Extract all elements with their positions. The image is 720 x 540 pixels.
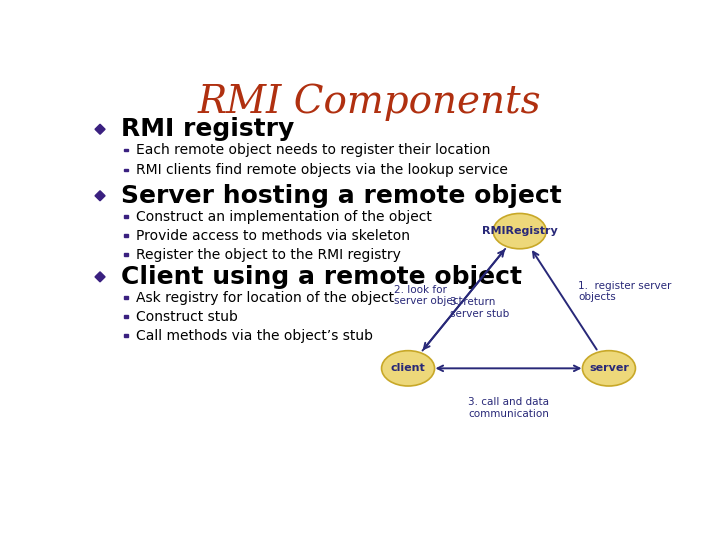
Ellipse shape — [493, 213, 546, 249]
Text: Register the object to the RMI registry: Register the object to the RMI registry — [136, 248, 401, 262]
Polygon shape — [95, 124, 105, 134]
Text: Construct stub: Construct stub — [136, 310, 238, 324]
Bar — [125, 148, 128, 152]
Polygon shape — [95, 191, 105, 201]
Bar — [125, 315, 128, 318]
Text: RMI clients find remote objects via the lookup service: RMI clients find remote objects via the … — [136, 163, 508, 177]
Text: client: client — [391, 363, 426, 373]
Ellipse shape — [582, 350, 636, 386]
Text: 3. return
server stub: 3. return server stub — [450, 297, 509, 319]
Polygon shape — [95, 272, 105, 282]
Ellipse shape — [382, 350, 435, 386]
Text: Provide access to methods via skeleton: Provide access to methods via skeleton — [136, 229, 410, 242]
Text: Construct an implementation of the object: Construct an implementation of the objec… — [136, 210, 432, 224]
Text: Call methods via the object’s stub: Call methods via the object’s stub — [136, 329, 373, 343]
Text: RMI registry: RMI registry — [121, 117, 294, 141]
Text: Client using a remote object: Client using a remote object — [121, 265, 522, 289]
Bar — [125, 234, 128, 237]
Text: 1.  register server
objects: 1. register server objects — [578, 281, 672, 302]
Text: Each remote object needs to register their location: Each remote object needs to register the… — [136, 143, 491, 157]
Text: RMIRegistry: RMIRegistry — [482, 226, 557, 236]
Bar — [125, 296, 128, 299]
Bar — [125, 334, 128, 338]
Text: 2. look for
server object: 2. look for server object — [394, 285, 463, 306]
Bar — [125, 215, 128, 218]
Text: server: server — [589, 363, 629, 373]
Text: Ask registry for location of the object: Ask registry for location of the object — [136, 291, 395, 305]
Bar — [125, 168, 128, 172]
Bar — [125, 253, 128, 256]
Text: 3. call and data
communication: 3. call and data communication — [468, 397, 549, 418]
Text: Server hosting a remote object: Server hosting a remote object — [121, 184, 562, 208]
Text: RMI Components: RMI Components — [197, 84, 541, 121]
